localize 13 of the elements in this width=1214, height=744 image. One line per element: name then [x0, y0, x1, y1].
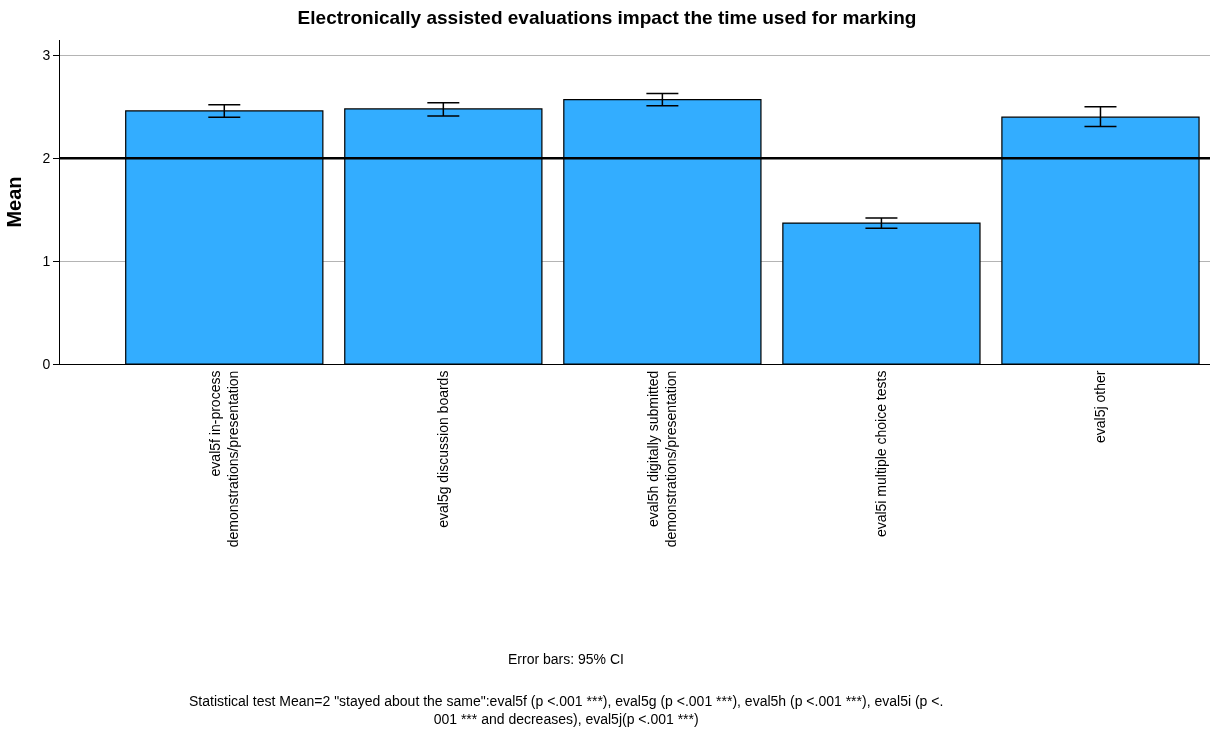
- x-tick-label: eval5f in-process demonstrations/presentation: [206, 370, 241, 548]
- y-axis-title: Mean: [2, 176, 25, 228]
- y-tick-label: 1: [42, 253, 51, 270]
- text: Statistical test Mean=2 "stayed about the same":eval5f (p <.001 ***), eval5g (p <.001 ***), eval5h (p <.001 ***), eval5i (p <. 001 *** and decreases), eval5j(p <.001 ***): [189, 693, 944, 728]
- y-tick-label: 3: [42, 47, 51, 64]
- x-tick-label: eval5j other: [1092, 370, 1109, 443]
- y-tick-label: 2: [42, 150, 51, 167]
- y-tick-label: 0: [42, 355, 51, 372]
- x-tick-label: eval5g discussion boards: [434, 370, 451, 528]
- text: Error bars: 95% CI: [508, 651, 624, 667]
- x-tick-label: eval5i multiple choice tests: [872, 370, 889, 538]
- chart-title: Electronically assisted evaluations impact the time used for marking: [297, 7, 917, 29]
- x-tick-label: eval5h digitally submitted demonstrations/presentation: [644, 370, 680, 548]
